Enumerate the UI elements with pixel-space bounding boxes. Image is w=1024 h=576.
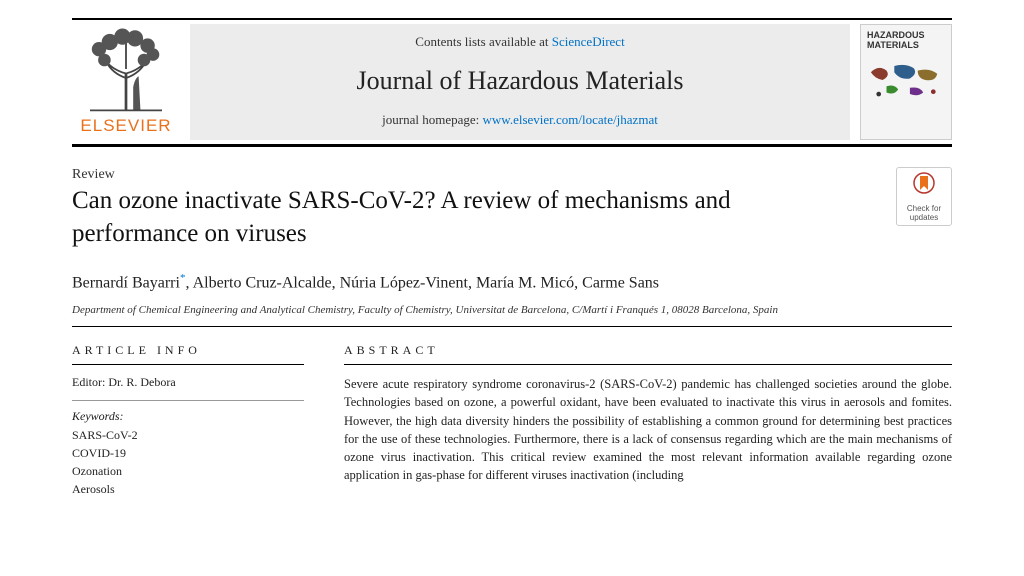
article-title: Can ozone inactivate SARS-CoV-2? A revie… (72, 185, 832, 250)
homepage-prefix: journal homepage: (382, 112, 482, 127)
publisher-name: ELSEVIER (80, 116, 171, 136)
sciencedirect-link[interactable]: ScienceDirect (552, 34, 625, 49)
check-updates-label: Check for updates (901, 205, 947, 223)
info-sub-divider (72, 400, 304, 401)
article-type-row: Review Can ozone inactivate SARS-CoV-2? … (72, 167, 952, 250)
cover-title-line2: MATERIALS (867, 41, 945, 51)
bookmark-icon (913, 172, 935, 198)
check-updates-button[interactable]: Check for updates (896, 167, 952, 226)
world-map-icon (867, 55, 945, 105)
keyword-item: Ozonation (72, 462, 304, 480)
article-info-heading: ARTICLE INFO (72, 343, 304, 365)
contents-prefix: Contents lists available at (415, 34, 551, 49)
journal-cover-thumbnail: HAZARDOUS MATERIALS (860, 24, 952, 140)
abstract-heading: ABSTRACT (344, 343, 952, 365)
article-info-column: ARTICLE INFO Editor: Dr. R. Debora Keywo… (72, 343, 304, 498)
homepage-line: journal homepage: www.elsevier.com/locat… (200, 112, 840, 128)
elsevier-tree-icon (81, 24, 171, 114)
homepage-link[interactable]: www.elsevier.com/locate/jhazmat (483, 112, 658, 127)
abstract-text: Severe acute respiratory syndrome corona… (344, 375, 952, 484)
contents-line: Contents lists available at ScienceDirec… (200, 34, 840, 50)
mid-divider (72, 326, 952, 327)
authors-rest: , Alberto Cruz-Alcalde, Núria López-Vine… (185, 274, 659, 291)
header-bottom-divider (72, 144, 952, 147)
keywords-label: Keywords: (72, 409, 304, 424)
editor-line: Editor: Dr. R. Debora (72, 375, 304, 390)
affiliation: Department of Chemical Engineering and A… (72, 304, 952, 316)
journal-title: Journal of Hazardous Materials (200, 66, 840, 96)
keyword-item: COVID-19 (72, 444, 304, 462)
abstract-column: ABSTRACT Severe acute respiratory syndro… (344, 343, 952, 498)
top-divider (72, 18, 952, 20)
article-type: Review (72, 167, 832, 183)
publisher-logo-block: ELSEVIER (72, 24, 180, 140)
author-list: Bernardí Bayarri*, Alberto Cruz-Alcalde,… (72, 272, 952, 292)
keyword-item: SARS-CoV-2 (72, 426, 304, 444)
journal-header: ELSEVIER Contents lists available at Sci… (72, 24, 952, 140)
keyword-item: Aerosols (72, 480, 304, 498)
journal-banner: Contents lists available at ScienceDirec… (190, 24, 850, 140)
article-body-columns: ARTICLE INFO Editor: Dr. R. Debora Keywo… (72, 343, 952, 498)
author-primary: Bernardí Bayarri (72, 274, 180, 291)
